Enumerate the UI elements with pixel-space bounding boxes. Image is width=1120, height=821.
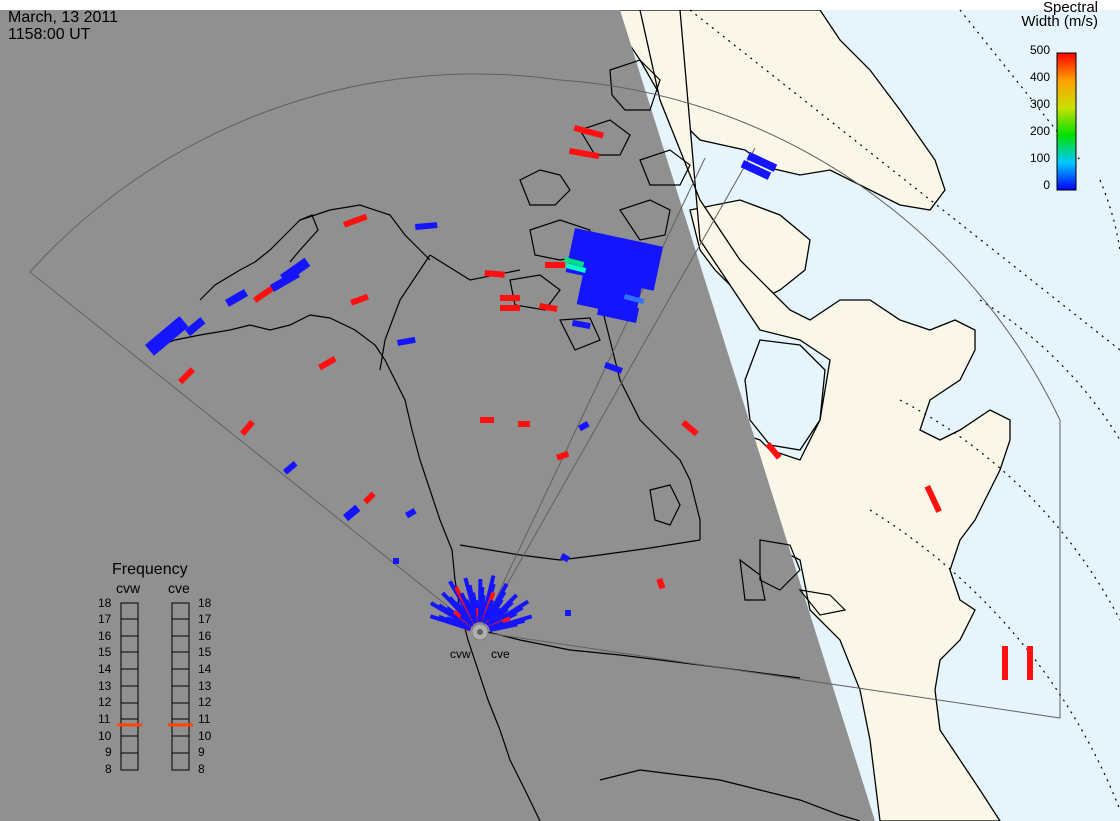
scatter-cell <box>559 553 570 563</box>
freq-tick: 18 <box>198 596 212 610</box>
freq-tick: 10 <box>198 729 212 743</box>
cvw-column-label: cvw <box>116 580 141 596</box>
colorbar <box>1056 52 1077 191</box>
scatter-cell <box>393 558 399 564</box>
scatter-cell <box>596 300 640 323</box>
scatter-cell <box>518 421 530 427</box>
scatter-cell <box>362 491 376 505</box>
scatter-cell <box>924 484 942 513</box>
scatter-cell <box>565 262 587 274</box>
scatter-cell <box>746 152 778 172</box>
freq-tick: 16 <box>198 629 212 643</box>
scatter-cell <box>1027 646 1033 680</box>
colorbar-tick: 200 <box>1029 124 1050 138</box>
colorbar-title-2: Width (m/s) <box>1021 13 1098 30</box>
colorbar-title-1: Spectral <box>1042 0 1098 16</box>
scatter-cell <box>568 148 600 160</box>
scatter-cell <box>185 317 206 337</box>
time-label: 1158:00 UT <box>8 26 91 43</box>
colorbar-tick: 100 <box>1029 151 1050 165</box>
scatter-cell <box>317 356 337 371</box>
freq-tick: 15 <box>98 645 112 659</box>
scatter-cell <box>623 294 645 305</box>
scatter-cell <box>765 441 782 460</box>
freq-tick: 16 <box>98 629 112 643</box>
freq-tick: 15 <box>198 645 212 659</box>
scatter-cell <box>500 295 520 301</box>
freq-tick: 13 <box>198 679 212 693</box>
scatter-cell <box>500 305 520 311</box>
cve-column-label: cve <box>168 580 190 596</box>
latitude-circles <box>689 9 1120 811</box>
freq-tick: 8 <box>105 762 112 776</box>
day-land <box>620 10 1011 821</box>
freq-tick: 14 <box>198 662 212 676</box>
night-region <box>0 10 875 821</box>
freq-tick: 17 <box>198 612 212 626</box>
radar-cvw-label: cvw <box>450 647 471 661</box>
colorbar-tick: 400 <box>1029 70 1050 84</box>
date-label: March, 13 2011 <box>8 9 118 26</box>
freq-tick: 13 <box>98 679 112 693</box>
freq-tick: 11 <box>198 712 211 726</box>
scatter-cell <box>343 213 368 228</box>
freq-tick: 18 <box>98 596 112 610</box>
freq-tick: 17 <box>98 612 112 626</box>
freq-tick: 14 <box>98 662 112 676</box>
scatter-cell <box>397 336 416 346</box>
scatter-cell <box>576 265 644 317</box>
scatter-cell <box>556 450 570 461</box>
freq-tick: 12 <box>98 695 112 709</box>
scatter-cell <box>405 507 417 519</box>
frequency-bars <box>117 602 193 771</box>
freq-tick: 12 <box>198 695 212 709</box>
scatter-cell <box>415 222 438 230</box>
freq-tick: 11 <box>98 712 111 726</box>
scatter-cell <box>350 293 369 306</box>
scatter-cell <box>342 504 361 522</box>
scatter-cell <box>573 124 604 139</box>
scatter-cell <box>240 419 255 436</box>
scatter-cell <box>484 270 505 278</box>
freq-tick: 9 <box>198 745 205 759</box>
scatter-cell <box>145 316 189 356</box>
scatter-cells <box>145 124 1033 680</box>
scatter-cell <box>480 417 494 423</box>
scatter-cell <box>681 420 699 437</box>
scatter-cell <box>563 257 585 268</box>
freq-tick: 9 <box>105 745 112 759</box>
scatter-cell <box>283 461 298 475</box>
scatter-cell <box>565 610 571 616</box>
scatter-cell <box>603 361 623 374</box>
scatter-cell <box>225 289 249 307</box>
frequency-title: Frequency <box>112 561 188 578</box>
scatter-cell <box>178 367 195 385</box>
colorbar-tick: 0 <box>1043 178 1050 192</box>
radar-cve-label: cve <box>491 647 510 661</box>
scatter-cell <box>538 303 558 313</box>
scatter-cell <box>545 262 565 268</box>
freq-tick: 8 <box>198 762 205 776</box>
scatter-cell <box>578 421 590 432</box>
scatter-cell <box>571 320 591 330</box>
fov-outline <box>29 73 1061 719</box>
freq-tick: 10 <box>98 729 112 743</box>
colorbar-tick: 500 <box>1029 43 1050 57</box>
scatter-cell <box>1002 646 1008 680</box>
scatter-cell <box>656 577 666 590</box>
scatter-cell <box>253 285 275 303</box>
colorbar-tick: 300 <box>1029 97 1050 111</box>
scatter-cell <box>280 257 311 284</box>
scatter-cell <box>740 160 772 180</box>
scatter-cell <box>489 622 518 632</box>
